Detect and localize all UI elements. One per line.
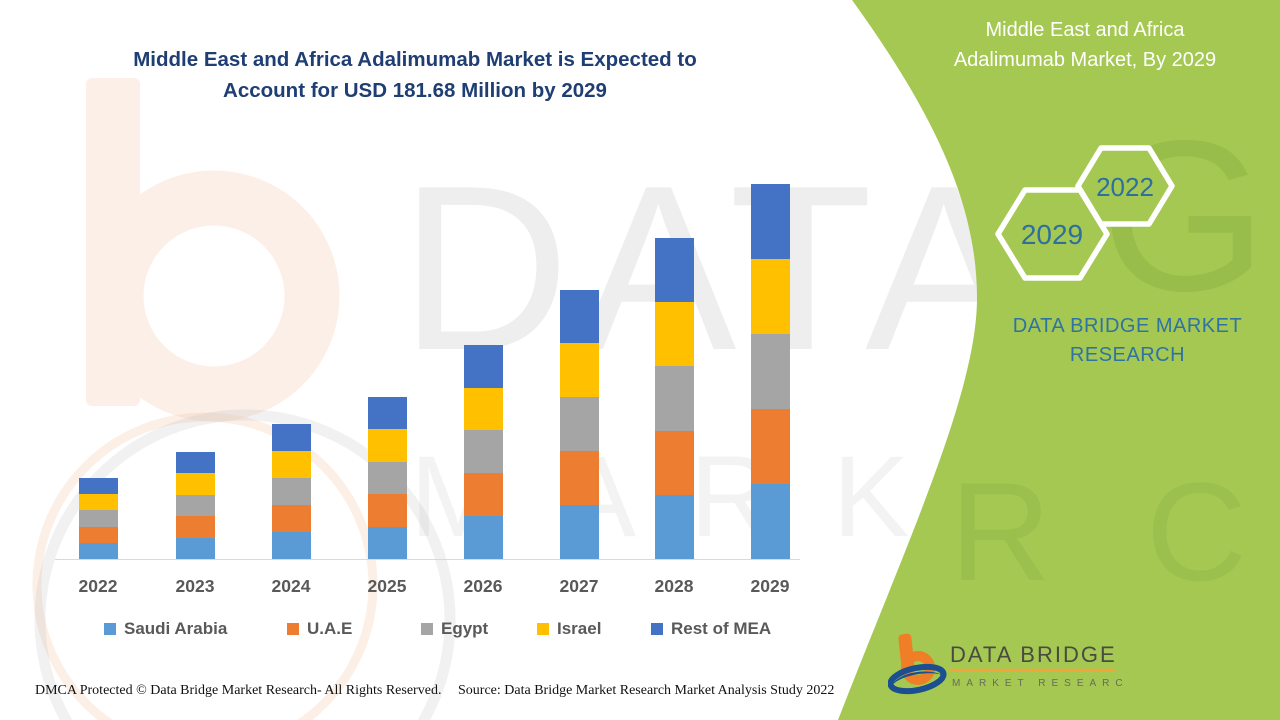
bar-segment-saudi-arabia: [175, 537, 215, 559]
bar-segment-u-a-e: [463, 473, 503, 517]
legend-label: Egypt: [441, 619, 489, 638]
bar-segment-egypt: [654, 366, 694, 431]
x-axis-label-2023: 2023: [175, 576, 215, 596]
logo-swoosh-ellipse: [888, 663, 947, 695]
legend-label: Saudi Arabia: [124, 619, 228, 638]
legend-item-rest-of-mea: Rest of MEA: [651, 619, 771, 639]
bar-segment-u-a-e: [654, 430, 694, 495]
bar-segment-egypt: [78, 510, 118, 527]
panel-watermark-bottom: R C H: [950, 453, 1280, 610]
legend-swatch: [104, 623, 116, 635]
panel-brand-line1: DATA BRIDGE MARKET: [1012, 315, 1243, 337]
x-axis-label-2025: 2025: [367, 576, 407, 596]
bar-segment-saudi-arabia: [654, 494, 694, 559]
legend-item-saudi-arabia: Saudi Arabia: [104, 619, 227, 639]
legend-item-u-a-e: U.A.E: [287, 619, 352, 639]
bar-segment-u-a-e: [750, 408, 790, 484]
bar-segment-egypt: [175, 494, 215, 517]
x-axis-label-2027: 2027: [559, 576, 599, 596]
panel-brand-text: DATA BRIDGE MARKET RESEARCH: [980, 312, 1275, 370]
bar-2022: [78, 478, 118, 559]
bar-2027: [559, 289, 599, 559]
bar-segment-u-a-e: [367, 494, 407, 527]
x-axis-label-2022: 2022: [78, 576, 118, 596]
bar-segment-u-a-e: [559, 451, 599, 506]
bar-segment-israel: [750, 258, 790, 334]
bar-segment-rest-of-mea: [175, 451, 215, 474]
bar-segment-rest-of-mea: [367, 397, 407, 430]
legend-swatch: [421, 623, 433, 635]
bar-segment-egypt: [271, 477, 311, 505]
hexagon-2029-label: 2029: [1021, 219, 1083, 250]
bar-segment-rest-of-mea: [463, 344, 503, 388]
data-bridge-logo: DATA BRIDGE MARKET RESEARCH: [888, 633, 1128, 695]
bar-segment-rest-of-mea: [559, 289, 599, 344]
bar-segment-israel: [367, 429, 407, 462]
watermark-b-bowl: [88, 170, 340, 422]
legend-swatch: [537, 623, 549, 635]
bar-segment-egypt: [750, 333, 790, 409]
page-title-line2: Account for USD 181.68 Million by 2029: [223, 79, 607, 102]
page-title-line1: Middle East and Africa Adalimumab Market…: [133, 48, 697, 71]
logo-name-text: DATA BRIDGE: [950, 642, 1117, 667]
bar-segment-rest-of-mea: [271, 423, 311, 451]
hexagon-2022-label: 2022: [1096, 172, 1154, 202]
watermark-swoosh-arc-gray: [34, 409, 456, 720]
chart-plot-area: 2022 2023 2024 2025 2026 2027 2028 2029 Saudi Ar…: [78, 183, 790, 639]
bar-segment-rest-of-mea: [78, 478, 118, 495]
x-axis-label-2029: 2029: [750, 576, 790, 596]
panel-title: Middle East and Africa Adalimumab Market…: [905, 15, 1265, 75]
bar-segment-u-a-e: [78, 526, 118, 543]
bar-segment-israel: [654, 302, 694, 367]
x-axis-label-2026: 2026: [463, 576, 503, 596]
bar-segment-saudi-arabia: [271, 531, 311, 559]
hexagon-2029: [995, 187, 1110, 281]
bar-segment-rest-of-mea: [654, 237, 694, 303]
x-axis-label-2028: 2028: [654, 576, 694, 596]
bar-segment-u-a-e: [271, 504, 311, 532]
bar-segment-saudi-arabia: [367, 526, 407, 559]
bar-segment-saudi-arabia: [559, 505, 599, 559]
footer-dmca-text: DMCA Protected © Data Bridge Market Rese…: [35, 683, 442, 698]
panel-title-line1: Middle East and Africa: [985, 19, 1185, 41]
x-axis-line: [55, 559, 800, 560]
legend-swatch: [651, 623, 663, 635]
bar-segment-egypt: [559, 397, 599, 452]
legend-label: U.A.E: [307, 619, 353, 638]
bar-segment-u-a-e: [175, 516, 215, 538]
bar-segment-saudi-arabia: [463, 516, 503, 559]
panel-brand-line2: RESEARCH: [1069, 344, 1186, 366]
bar-2025: [367, 397, 407, 559]
page-title: Middle East and Africa Adalimumab Market…: [75, 44, 755, 106]
legend-swatch: [287, 623, 299, 635]
hexagon-2022: [1075, 145, 1175, 227]
footer-source-text: Source: Data Bridge Market Research Mark…: [458, 683, 835, 698]
legend-label: Israel: [557, 619, 602, 638]
panel-title-line2: Adalimumab Market, By 2029: [953, 49, 1217, 71]
bar-2029: [750, 183, 790, 559]
legend-item-israel: Israel: [537, 619, 601, 639]
bar-2028: [654, 237, 694, 559]
bar-2026: [463, 344, 503, 559]
hexagon-badges: 2029 2022: [995, 145, 1175, 281]
bar-2023: [175, 451, 215, 559]
bar-segment-rest-of-mea: [750, 183, 790, 259]
bar-segment-saudi-arabia: [78, 542, 118, 559]
bar-2024: [271, 423, 311, 559]
bar-segment-saudi-arabia: [750, 483, 790, 559]
bar-segment-israel: [78, 494, 118, 511]
bar-segment-israel: [559, 343, 599, 398]
bar-segment-israel: [463, 387, 503, 431]
logo-subtitle-text: MARKET RESEARCH: [952, 678, 1128, 689]
legend-label: Rest of MEA: [671, 619, 772, 638]
bar-segment-egypt: [367, 461, 407, 495]
bar-segment-egypt: [463, 430, 503, 474]
bar-segment-israel: [175, 473, 215, 495]
legend-item-egypt: Egypt: [421, 619, 488, 639]
bar-segment-israel: [271, 450, 311, 478]
x-axis-label-2024: 2024: [271, 576, 311, 596]
watermark-swoosh-arc-peach: [32, 412, 378, 720]
